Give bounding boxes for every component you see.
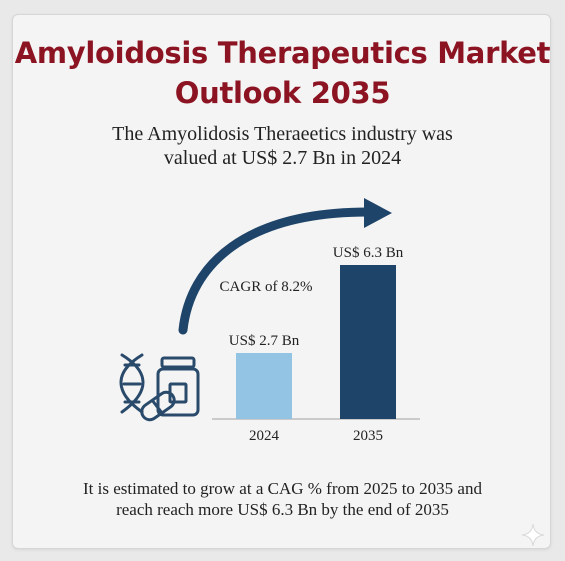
growth-arrow-icon bbox=[178, 198, 392, 335]
page-title-line-2: Outlook 2035 bbox=[174, 76, 391, 110]
page-title-line-1: Amyloidosis Therapeutics Market bbox=[14, 36, 551, 70]
x-tick-2024: 2024 bbox=[249, 428, 280, 444]
cagr-annotation: CAGR of 8.2% bbox=[220, 279, 313, 295]
data-label-2024: US$ 2.7 Bn bbox=[229, 333, 300, 349]
intro-line-1: The Amyolidosis Theraeetics industry was bbox=[112, 123, 453, 145]
x-tick-2035: 2035 bbox=[353, 428, 383, 444]
bar-2024 bbox=[236, 353, 292, 419]
sparkle-icon bbox=[521, 523, 545, 547]
medicine-bottle-icon bbox=[156, 356, 200, 417]
dna-icon bbox=[119, 353, 145, 414]
infographic-card bbox=[12, 14, 551, 549]
pill-capsule-icon bbox=[140, 390, 176, 422]
intro-line-2: valued at US$ 2.7 Bn in 2024 bbox=[163, 147, 402, 169]
data-label-2035: US$ 6.3 Bn bbox=[333, 245, 404, 261]
footer-line-2: reach reach more US$ 6.3 Bn by the end o… bbox=[116, 500, 449, 519]
footer-line-1: It is estimated to grow at a CAG % from … bbox=[83, 479, 482, 498]
bar-2035 bbox=[340, 265, 396, 419]
